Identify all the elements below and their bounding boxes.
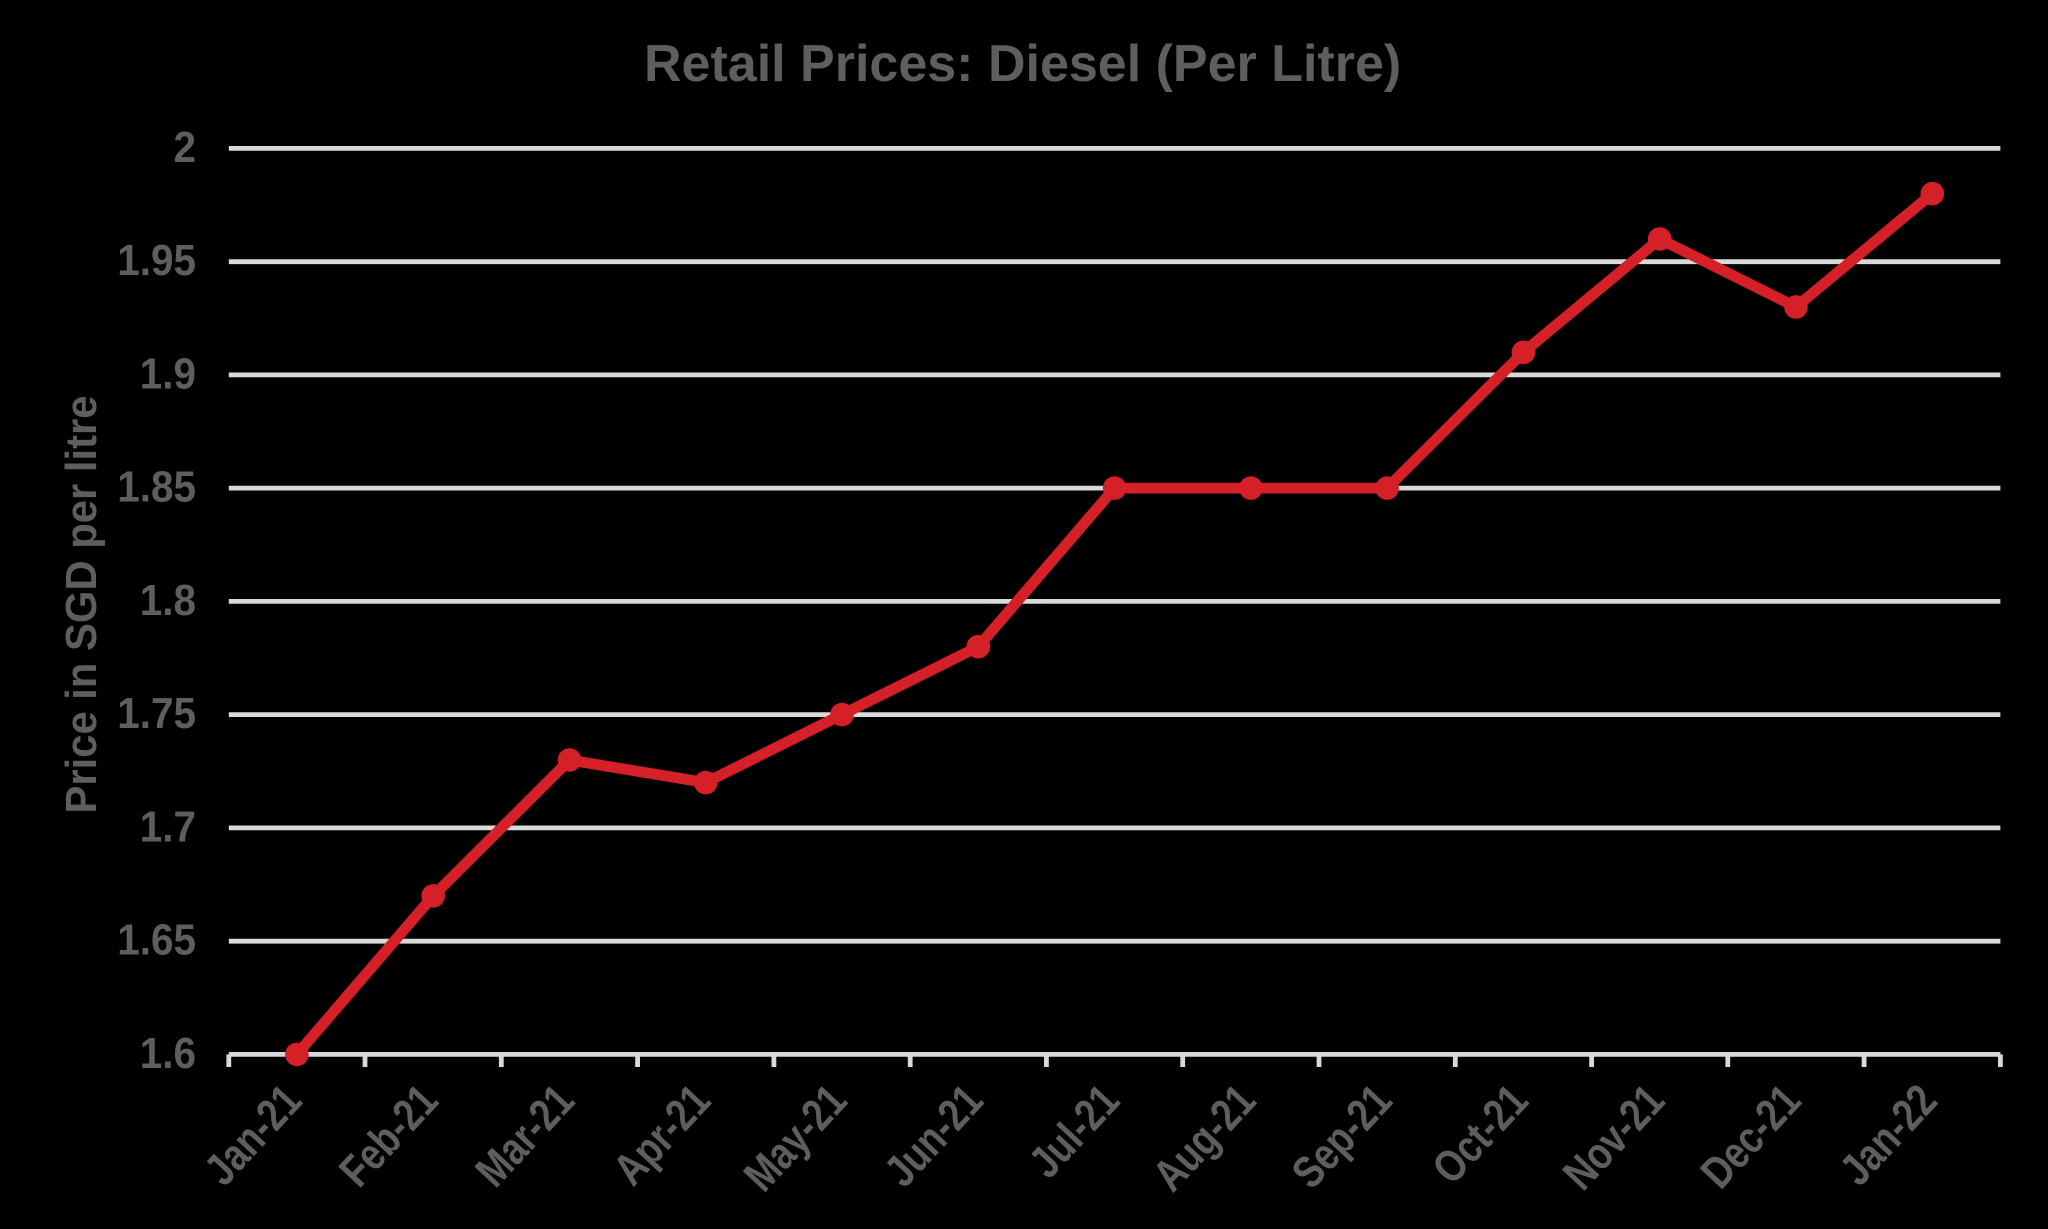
svg-text:1.8: 1.8 <box>140 575 196 624</box>
svg-text:1.7: 1.7 <box>140 802 196 851</box>
svg-text:1.65: 1.65 <box>117 915 196 964</box>
svg-text:1.75: 1.75 <box>117 688 196 737</box>
svg-text:1.95: 1.95 <box>117 236 196 285</box>
svg-text:Retail Prices: Diesel (Per Lit: Retail Prices: Diesel (Per Litre) <box>644 35 1401 93</box>
svg-text:1.6: 1.6 <box>140 1028 196 1077</box>
svg-text:1.85: 1.85 <box>117 462 196 511</box>
svg-text:1.9: 1.9 <box>140 349 196 398</box>
svg-text:2: 2 <box>173 122 196 171</box>
svg-text:Price in SGD per litre: Price in SGD per litre <box>57 395 106 813</box>
